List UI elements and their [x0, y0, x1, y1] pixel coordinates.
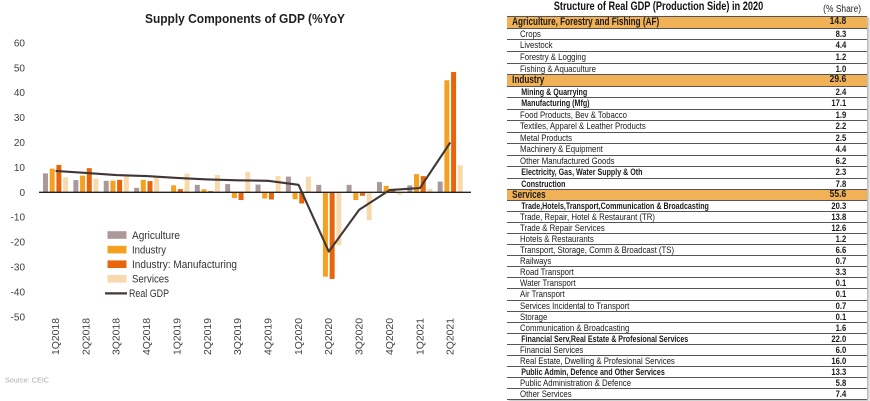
- svg-text:-10: -10: [11, 213, 26, 224]
- svg-text:1Q2020: 1Q2020: [294, 317, 305, 355]
- svg-text:Supply Components of GDP (%YoY: Supply Components of GDP (%YoY: [145, 12, 346, 26]
- svg-text:-40: -40: [11, 287, 26, 298]
- svg-text:2Q2018: 2Q2018: [81, 317, 92, 355]
- svg-text:30: 30: [14, 113, 26, 124]
- svg-text:-30: -30: [11, 263, 26, 274]
- svg-text:Industry: Manufacturing: Industry: Manufacturing: [132, 259, 237, 271]
- svg-text:4Q2019: 4Q2019: [264, 318, 275, 355]
- svg-text:Services: Services: [132, 274, 170, 286]
- svg-text:40: 40: [14, 88, 26, 99]
- svg-text:60: 60: [14, 38, 26, 49]
- svg-text:2Q2019: 2Q2019: [203, 318, 214, 355]
- svg-text:Real GDP: Real GDP: [129, 288, 169, 300]
- svg-text:1Q2019: 1Q2019: [172, 318, 183, 355]
- svg-text:0: 0: [19, 188, 25, 199]
- svg-text:3Q2018: 3Q2018: [112, 317, 123, 355]
- svg-text:1Q2021: 1Q2021: [415, 318, 426, 355]
- svg-text:2Q2021: 2Q2021: [446, 318, 457, 355]
- svg-text:Source: CEIC: Source: CEIC: [5, 376, 49, 385]
- svg-text:2Q2020: 2Q2020: [324, 317, 335, 355]
- svg-text:3Q2020: 3Q2020: [355, 317, 366, 355]
- svg-text:10: 10: [14, 163, 26, 174]
- svg-text:3Q2019: 3Q2019: [233, 318, 244, 355]
- svg-text:-50: -50: [11, 312, 26, 323]
- svg-text:4Q2020: 4Q2020: [385, 317, 396, 355]
- svg-text:-20: -20: [11, 238, 26, 249]
- svg-text:Agriculture: Agriculture: [132, 230, 180, 242]
- svg-text:50: 50: [14, 63, 26, 74]
- svg-text:1Q2018: 1Q2018: [51, 317, 62, 355]
- svg-text:4Q2018: 4Q2018: [142, 317, 153, 355]
- svg-text:Industry: Industry: [132, 244, 167, 256]
- svg-text:20: 20: [14, 138, 26, 149]
